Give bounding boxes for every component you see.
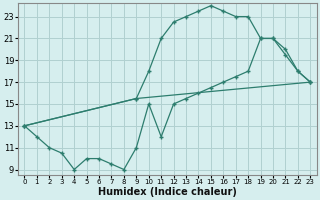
X-axis label: Humidex (Indice chaleur): Humidex (Indice chaleur) xyxy=(98,187,237,197)
